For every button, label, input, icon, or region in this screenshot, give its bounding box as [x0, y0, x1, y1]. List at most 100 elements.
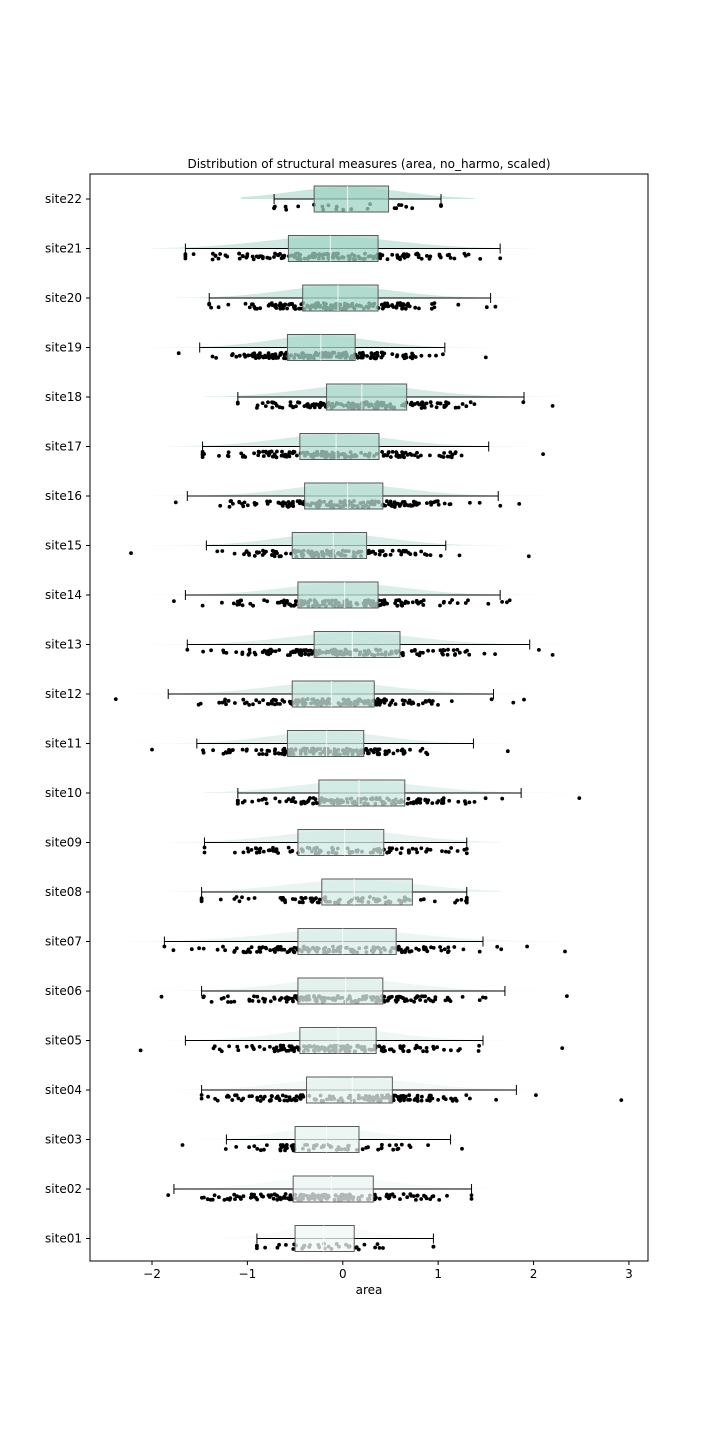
- data-point: [226, 450, 231, 455]
- data-point: [253, 306, 258, 311]
- data-point: [247, 999, 252, 1003]
- data-point: [284, 1094, 288, 1099]
- data-point: [251, 603, 256, 608]
- data-point: [209, 1000, 214, 1004]
- data-point: [416, 799, 421, 803]
- data-point: [389, 502, 394, 507]
- data-point: [389, 455, 393, 459]
- data-point: [225, 1197, 230, 1201]
- data-point: [505, 749, 510, 754]
- data-point: [272, 997, 277, 1001]
- data-point: [366, 1145, 370, 1150]
- data-point: [225, 1093, 230, 1098]
- iqr-box: [297, 928, 397, 955]
- y-tick-label: site16: [45, 489, 82, 503]
- data-point: [447, 798, 452, 803]
- data-point: [282, 1046, 287, 1051]
- data-point: [257, 752, 262, 756]
- data-point: [415, 1193, 420, 1198]
- data-point: [260, 752, 265, 756]
- data-point: [436, 502, 441, 507]
- data-point: [426, 1143, 430, 1147]
- data-point: [235, 1044, 240, 1049]
- data-point: [284, 799, 289, 804]
- data-point: [394, 450, 399, 455]
- data-point: [235, 401, 240, 406]
- data-point: [439, 948, 444, 953]
- data-point: [268, 1098, 273, 1103]
- data-point: [442, 947, 447, 952]
- data-point: [314, 402, 319, 407]
- data-point: [242, 352, 247, 357]
- data-point: [252, 1144, 257, 1148]
- y-tick-label: site17: [45, 440, 82, 454]
- data-point: [373, 1192, 377, 1197]
- data-point: [223, 750, 228, 754]
- data-point: [441, 352, 445, 357]
- data-point: [395, 253, 400, 258]
- data-point: [250, 799, 255, 804]
- data-point: [419, 898, 423, 902]
- data-point: [226, 699, 231, 703]
- data-point: [237, 499, 242, 504]
- data-point: [312, 405, 317, 410]
- data-point: [308, 796, 312, 800]
- data-point: [424, 1049, 429, 1054]
- data-point: [424, 750, 428, 755]
- data-point: [237, 899, 242, 904]
- data-point: [415, 600, 419, 604]
- data-point: [427, 1095, 432, 1099]
- data-point: [257, 700, 262, 705]
- data-point: [233, 850, 237, 855]
- site-group-site03: [149, 1126, 496, 1153]
- data-point: [277, 303, 282, 308]
- data-point: [387, 849, 391, 854]
- data-point: [394, 598, 398, 603]
- data-point: [274, 1045, 279, 1050]
- data-point: [272, 1049, 277, 1054]
- data-point: [283, 204, 288, 209]
- data-point: [264, 946, 269, 951]
- data-point: [209, 648, 214, 653]
- data-point: [232, 999, 237, 1004]
- data-point: [438, 603, 442, 608]
- data-point: [292, 1049, 296, 1054]
- data-point: [421, 603, 426, 607]
- data-point: [272, 749, 277, 753]
- data-point: [423, 999, 428, 1003]
- data-point: [371, 750, 376, 755]
- iqr-box: [326, 383, 408, 411]
- iqr-box: [313, 185, 390, 213]
- data-point: [455, 647, 460, 652]
- data-point: [252, 554, 257, 558]
- data-point: [257, 847, 262, 852]
- data-point: [464, 1093, 469, 1097]
- data-point: [441, 796, 446, 800]
- data-point: [415, 850, 419, 855]
- data-point: [390, 1192, 395, 1197]
- y-tick-label: site08: [45, 885, 82, 899]
- data-point: [380, 350, 385, 355]
- data-point: [417, 402, 422, 407]
- data-point: [373, 551, 378, 556]
- data-point: [464, 896, 469, 900]
- data-point: [426, 648, 430, 653]
- data-point: [428, 998, 433, 1003]
- data-point: [432, 1047, 436, 1051]
- data-point: [240, 650, 245, 655]
- iqr-box: [297, 581, 379, 609]
- data-point: [446, 950, 450, 955]
- site-group-site06: [128, 977, 601, 1005]
- data-point: [381, 454, 386, 458]
- data-point: [398, 1197, 402, 1201]
- y-tick-label: site09: [45, 836, 82, 850]
- density-cloud: [204, 781, 613, 793]
- data-point: [430, 1096, 435, 1101]
- data-point: [405, 453, 410, 457]
- data-point: [253, 356, 258, 360]
- data-point: [377, 1196, 382, 1201]
- data-point: [404, 997, 409, 1002]
- data-point: [288, 602, 293, 607]
- data-point: [521, 400, 526, 405]
- data-point: [461, 947, 466, 952]
